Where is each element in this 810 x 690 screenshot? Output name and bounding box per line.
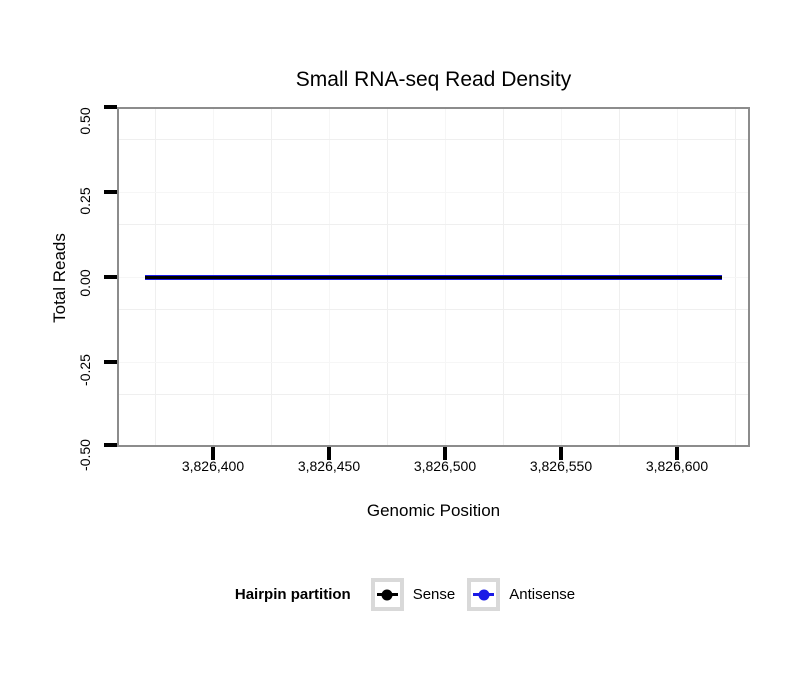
gridline-h-minor <box>119 394 748 395</box>
y-axis-label: Total Reads <box>50 233 69 323</box>
y-tick-label: 0.50 <box>77 107 93 135</box>
legend-key-antisense <box>467 578 501 611</box>
legend: Hairpin partition Sense Antisense <box>0 577 810 612</box>
y-tick-label: 0.25 <box>77 187 93 215</box>
x-tick-label: 3,826,500 <box>413 458 477 474</box>
y-tick-mark <box>104 190 117 194</box>
x-tick-label: 3,826,400 <box>181 458 245 474</box>
x-tick-label: 3,826,600 <box>645 458 709 474</box>
gridline-h-major <box>119 362 748 363</box>
x-tick-label: 3,826,550 <box>529 458 593 474</box>
y-tick-mark <box>104 275 117 279</box>
x-tick-mark <box>443 447 447 460</box>
gridline-h-minor <box>119 139 748 140</box>
gridline-h-minor <box>119 224 748 225</box>
y-tick-mark <box>104 443 117 447</box>
x-axis-label: Genomic Position <box>366 501 501 520</box>
x-tick-mark <box>675 447 679 460</box>
y-tick-mark <box>104 360 117 364</box>
y-tick-label: 0.00 <box>77 269 93 297</box>
gridline-h-major <box>119 192 748 193</box>
chart-title: Small RNA-seq Read Density <box>295 68 572 91</box>
y-tick-label: -0.50 <box>77 439 93 471</box>
point-icon <box>381 589 393 600</box>
plot-panel <box>117 107 750 447</box>
legend-label-antisense: Antisense <box>509 586 576 603</box>
x-tick-mark <box>559 447 563 460</box>
legend-key-sense <box>370 578 404 611</box>
x-tick-mark <box>211 447 215 460</box>
point-icon <box>478 589 490 600</box>
legend-title: Hairpin partition <box>234 586 351 603</box>
x-tick-mark <box>327 447 331 460</box>
x-tick-label: 3,826,450 <box>297 458 361 474</box>
y-tick-mark <box>104 105 117 109</box>
gridline-h-minor <box>119 309 748 310</box>
legend-label-sense: Sense <box>412 586 456 603</box>
y-tick-label: -0.25 <box>77 354 93 386</box>
series-line-sense <box>145 276 722 279</box>
